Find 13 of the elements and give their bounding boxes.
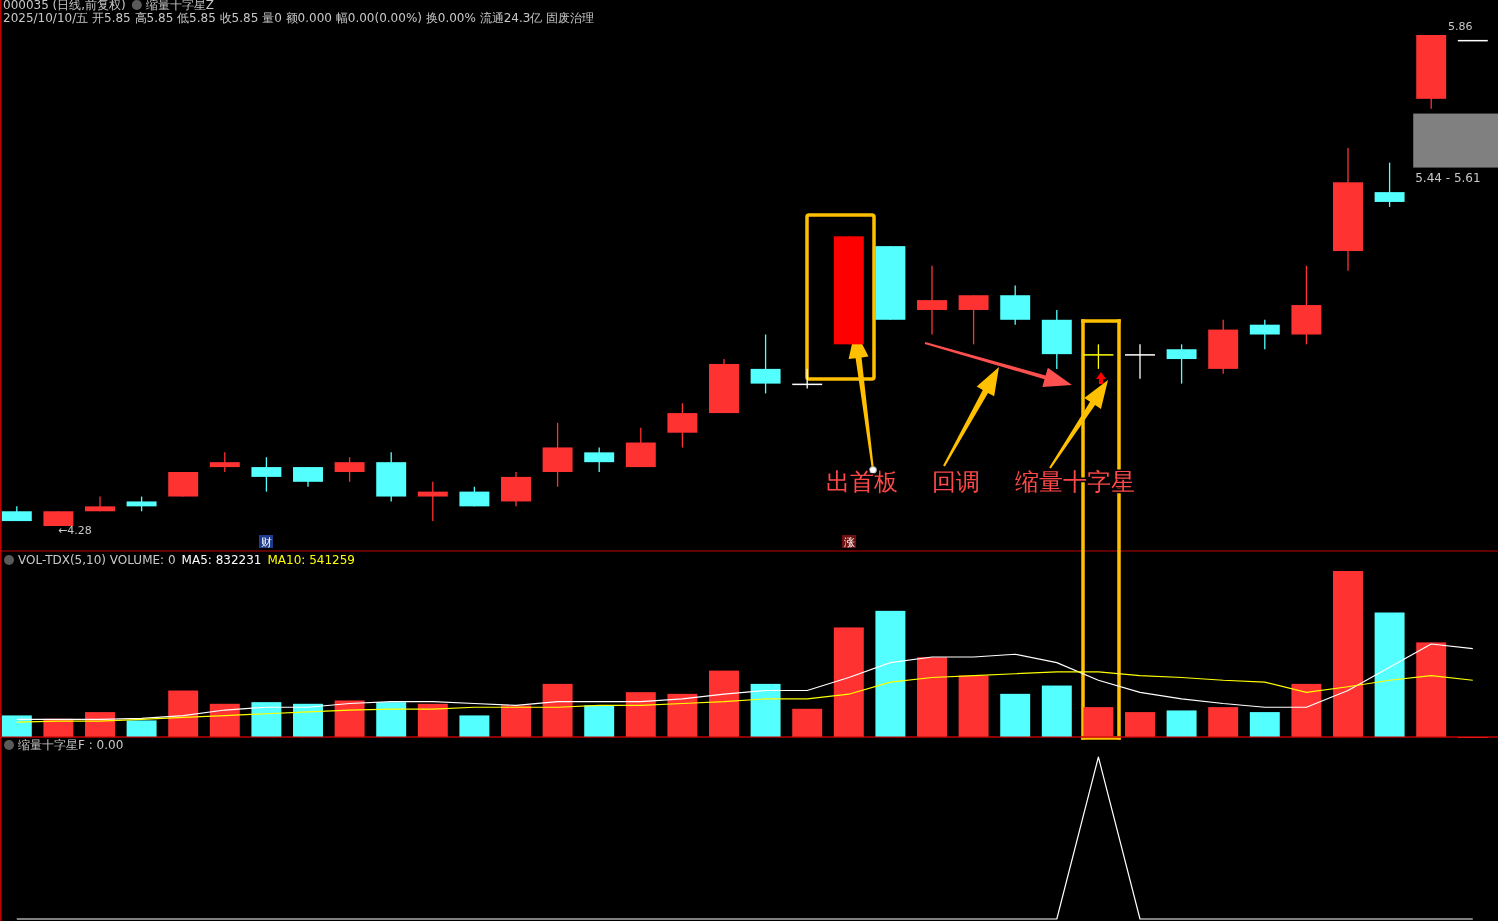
chart-title: 缩量十字星F : 0.00 — [18, 738, 124, 752]
text: MA10: 541259 — [267, 553, 355, 567]
annotation: ←4.28 — [58, 524, 92, 537]
text: 5.86 — [1448, 20, 1473, 33]
text: 涨 — [843, 536, 855, 549]
band-label: 5.44 - 5.61 — [1415, 170, 1481, 185]
text: 2025/10/10/五 开5.85 高5.85 低5.85 收5.85 量0 额0.000 幅0.00(0.00%) 换0.00% 流通24.3亿 固废治理 — [3, 11, 595, 25]
annotation: 出首板 — [826, 468, 898, 496]
text: 财 — [260, 536, 272, 549]
chart-title: 000035 (日线,前复权) — [3, 0, 126, 12]
annotation: 回调 — [932, 468, 980, 496]
text: MA5: 832231 — [181, 553, 262, 567]
chart-title: VOL-TDX(5,10) VOLUME: 0 — [18, 553, 176, 567]
